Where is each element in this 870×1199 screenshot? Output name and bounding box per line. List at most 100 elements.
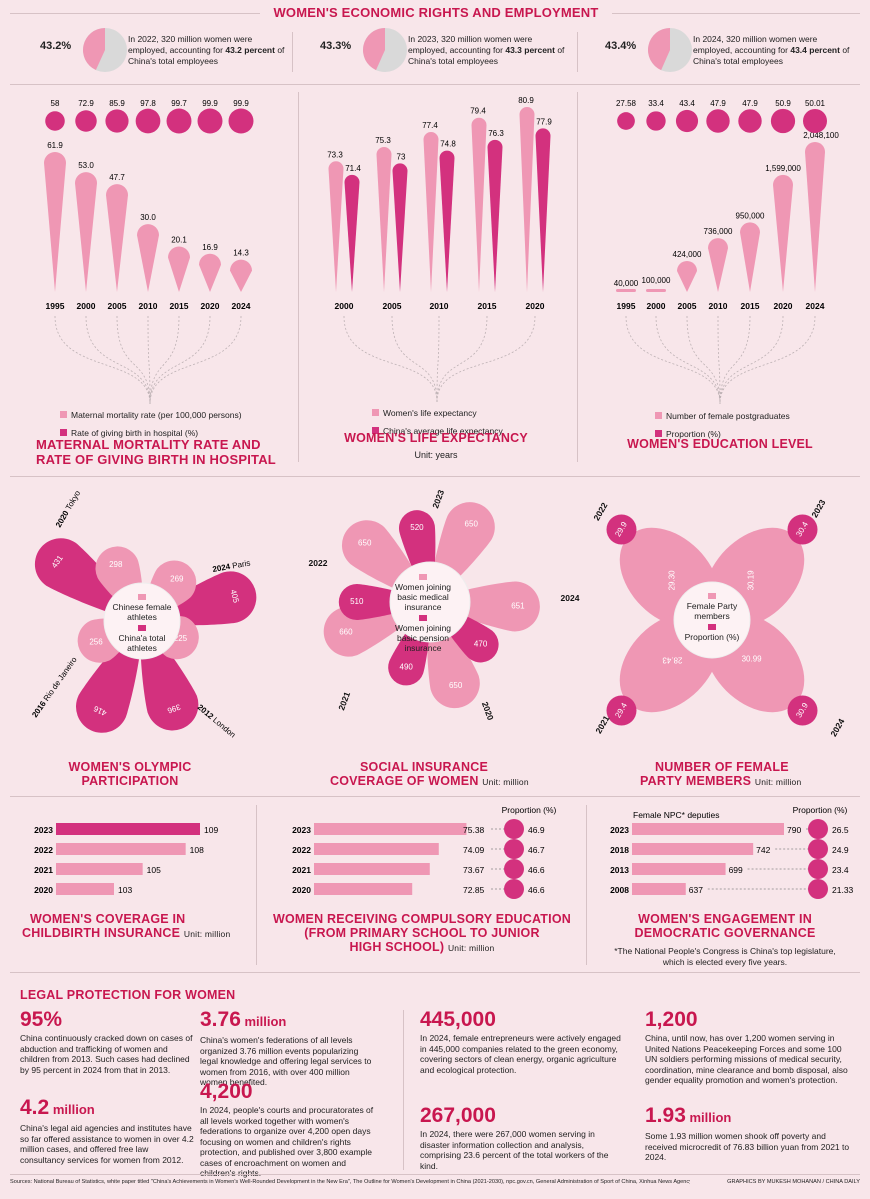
maternal-value-label: 20.1 [171, 236, 187, 245]
party-center-swatch-b [708, 624, 716, 630]
connector-line [391, 315, 438, 403]
compulsory-year: 2020 [292, 885, 311, 895]
legal-item-text: China continuously cracked down on cases… [20, 1033, 193, 1075]
party-center-swatch-a [708, 593, 716, 599]
childbirth-title: WOMEN'S COVERAGE IN CHILDBIRTH INSURANCE… [22, 912, 252, 941]
postgraduate-label: 950,000 [736, 211, 765, 220]
postgraduate-label: 1,599,000 [765, 164, 801, 173]
connector-line [625, 315, 721, 405]
maternal-year-label: 2010 [139, 301, 158, 311]
compulsory-proportion-circle [504, 879, 524, 899]
employment-text-c: of China's total employees [408, 45, 565, 66]
insurance-center: Women joining basic medical insurance Wo… [387, 574, 459, 653]
maternal-year-label: 2015 [170, 301, 189, 311]
compulsory-year: 2022 [292, 845, 311, 855]
governance-bar [632, 823, 784, 835]
party-unit: Unit: million [754, 777, 802, 787]
compulsory-proportion-circle [504, 839, 524, 859]
governance-year: 2023 [610, 825, 629, 835]
education-legend-b: Proportion (%) [666, 428, 721, 439]
life-average-drop [439, 150, 455, 292]
compulsory-proportion-label: 46.7 [528, 845, 545, 855]
maternal-year-label: 2005 [108, 301, 127, 311]
legal-item: 3.76 million China's women's federations … [200, 1008, 375, 1088]
postgraduate-drop [677, 260, 697, 292]
compulsory-value: 75.38 [463, 825, 485, 835]
legal-item: 445,000 In 2024, female entrepreneurs wer… [420, 1008, 625, 1075]
maternal-value-label: 61.9 [47, 141, 63, 150]
compulsory-bar [314, 843, 439, 855]
olympic-game-label: 2012 London [196, 703, 238, 740]
education-proportion-label: 47.9 [742, 99, 758, 108]
education-title: WOMEN'S EDUCATION LEVEL [627, 437, 813, 451]
childbirth-bar [56, 883, 114, 895]
connector-line [149, 315, 211, 405]
insurance-center-swatch-b [419, 615, 427, 621]
governance-value: 742 [756, 845, 770, 855]
compulsory-proportion-circle [504, 819, 524, 839]
postgraduate-drop [708, 238, 728, 292]
education-proportion-label: 47.9 [710, 99, 726, 108]
education-proportion-circle [738, 109, 762, 133]
maternal-year-label: 2000 [77, 301, 96, 311]
insurance-center-b: Women joining basic pension insurance [394, 623, 452, 653]
governance-title-l1: WOMEN'S ENGAGEMENT IN [638, 912, 812, 926]
legal-big-unit: million [240, 1014, 287, 1029]
education-proportion-circle [706, 109, 730, 133]
education-year-label: 2015 [741, 301, 760, 311]
employment-text: In 2022, 320 million women were employed… [128, 34, 288, 67]
employment-pie [82, 28, 127, 72]
life-women-drop [423, 132, 439, 292]
insurance-pension-label: 490 [400, 663, 414, 672]
maternal-title-l2: RATE OF GIVING BIRTH IN HOSPITAL [36, 452, 276, 467]
education-year-label: 2000 [647, 301, 666, 311]
childbirth-bar [56, 863, 143, 875]
life-legend-a: Women's life expectancy [383, 407, 477, 418]
compulsory-bar [314, 823, 467, 835]
legal-big-number: 1,200 [645, 1008, 855, 1032]
insurance-pension-label: 470 [474, 640, 488, 649]
employment-pct-label: 43.3% [320, 40, 352, 52]
maternal-drop [230, 259, 252, 292]
connector-line [147, 315, 151, 405]
party-center-b: Proportion (%) [684, 632, 740, 642]
employment-pie-slice [648, 28, 670, 71]
compulsory-title: WOMEN RECEIVING COMPULSORY EDUCATION (FR… [262, 912, 582, 955]
olympic-title-l2: PARTICIPATION [81, 774, 179, 788]
childbirth-bar [56, 843, 186, 855]
legal-item: 1,200 China, until now, has over 1,200 wo… [645, 1008, 855, 1086]
maternal-value-label: 14.3 [233, 249, 249, 258]
life-year-label: 2005 [383, 301, 402, 311]
life-women-label: 73.3 [327, 150, 343, 159]
connector-line [54, 315, 151, 405]
governance-bar [632, 863, 726, 875]
party-year-label: 2023 [809, 498, 827, 520]
life-women-drop [471, 117, 487, 292]
maternal-drop [199, 253, 221, 292]
hospital-birth-circle [197, 108, 223, 134]
compulsory-value: 72.85 [463, 885, 485, 895]
compulsory-value: 74.09 [463, 845, 485, 855]
compulsory-year: 2021 [292, 865, 311, 875]
olympic-city: Paris [232, 558, 252, 570]
governance-proportion-label: 24.9 [832, 845, 849, 855]
party-center-circle [673, 581, 751, 659]
governance-title-l2: DEMOCRATIC GOVERNANCE [634, 926, 816, 940]
postgraduate-label: 40,000 [614, 279, 639, 288]
connector-line [719, 315, 816, 405]
life-unit: Unit: years [414, 450, 458, 460]
life-average-label: 73 [397, 152, 406, 161]
governance-proportion-circle [808, 879, 828, 899]
postgraduate-drop [740, 222, 760, 292]
hospital-birth-label: 99.9 [233, 99, 249, 108]
governance-proportion-label: 26.5 [832, 825, 849, 835]
connector-line [149, 315, 242, 405]
hospital-birth-circle [105, 109, 129, 133]
employment-text-c: of China's total employees [128, 45, 285, 66]
olympic-center-swatch-b [138, 625, 146, 631]
legal-big-number: 4,200 [200, 1080, 375, 1104]
compulsory-bar [314, 863, 430, 875]
compulsory-proportion-label: 46.6 [528, 885, 545, 895]
legal-item-text: China, until now, has over 1,200 women s… [645, 1033, 848, 1085]
party-center: Female Party members Proportion (%) [677, 593, 747, 642]
